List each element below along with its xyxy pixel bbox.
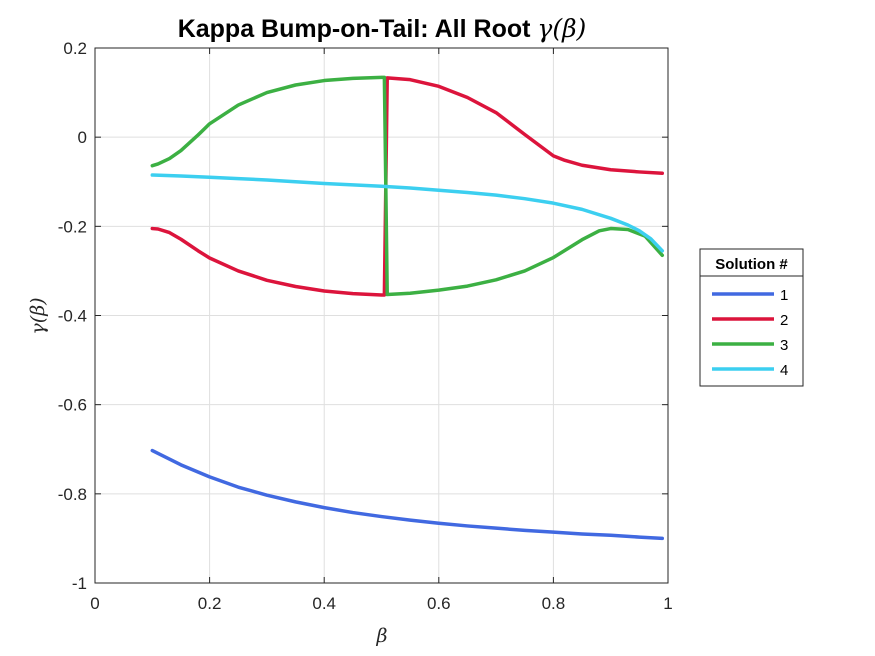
grid	[95, 48, 668, 583]
x-tick-label: 0	[90, 594, 99, 613]
y-tick-label: -0.2	[58, 217, 87, 236]
legend-label-3: 3	[780, 337, 788, 354]
y-tick-label: 0.2	[63, 39, 87, 58]
x-axis-label: β	[376, 625, 388, 647]
x-tick-label: 0.4	[312, 594, 336, 613]
chart-title: Kappa Bump-on-Tail: All Root γ(β)	[178, 14, 587, 43]
y-tick-label: -0.6	[58, 396, 87, 415]
x-tick-label: 1	[663, 594, 672, 613]
legend[interactable]: Solution # 1 2 3 4	[699, 248, 804, 387]
legend-label-1: 1	[780, 287, 788, 304]
chart-title-text: Kappa Bump-on-Tail: All Root	[178, 15, 538, 43]
series-line-2	[150, 76, 665, 297]
y-tick-label: -0.4	[58, 307, 87, 326]
series-line-4	[150, 173, 665, 253]
legend-items: 1 2 3 4	[712, 287, 788, 379]
legend-title: Solution #	[715, 256, 788, 273]
y-tick-label: -0.8	[58, 485, 87, 504]
x-tick-label: 0.2	[198, 594, 222, 613]
axis-ticks: 0 0.2 0.4 0.6 0.8 1 -1 -0.8 -0.6 -0.4 -0.2 0 0.2	[58, 39, 673, 613]
y-axis-label: γ(β)	[27, 297, 49, 334]
x-tick-label: 0.6	[427, 594, 451, 613]
series-line-1	[150, 448, 665, 541]
legend-label-4: 4	[780, 362, 788, 379]
chart-title-math: γ(β)	[537, 14, 586, 43]
legend-label-2: 2	[780, 312, 788, 329]
y-tick-label: -1	[72, 574, 87, 593]
series-lines	[150, 75, 665, 541]
x-tick-label: 0.8	[542, 594, 566, 613]
y-tick-label: 0	[78, 128, 87, 147]
